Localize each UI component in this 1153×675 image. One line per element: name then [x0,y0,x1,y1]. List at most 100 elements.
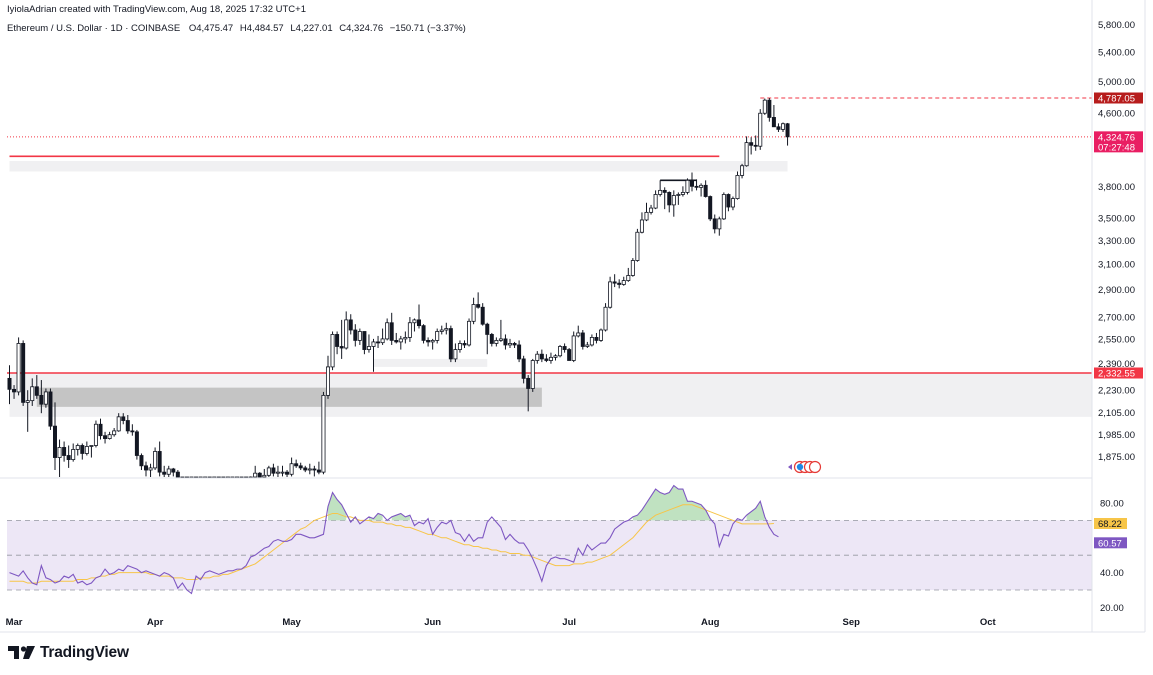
candle-body[interactable] [57,447,62,458]
candle-body[interactable] [380,338,385,344]
candle-body[interactable] [280,471,285,474]
rsi-pane[interactable]: 80.00 40.00 20.00 68.22 60.57 [7,484,1127,614]
candle-body[interactable] [407,322,412,338]
candle-body[interactable] [266,467,271,476]
candle-body[interactable] [43,391,48,405]
candle-body[interactable] [544,358,549,361]
candle-body[interactable] [685,179,690,193]
candle-body[interactable] [84,446,89,454]
candle-body[interactable] [680,192,685,195]
candle-body[interactable] [667,192,672,206]
candle-body[interactable] [130,430,135,433]
candle-body[interactable] [690,179,695,187]
candle-body[interactable] [62,447,67,456]
candle-body[interactable] [271,467,276,474]
candle-body[interactable] [34,386,39,396]
candle-body[interactable] [453,349,458,360]
candle-body[interactable] [517,344,522,360]
candle-body[interactable] [39,394,44,405]
candle-body[interactable] [80,445,85,454]
candle-body[interactable] [157,451,162,473]
candle-body[interactable] [735,175,740,199]
candle-body[interactable] [103,435,108,439]
candle-body[interactable] [630,260,635,276]
candle-body[interactable] [562,346,567,350]
rsi-line[interactable] [9,484,779,595]
candle-body[interactable] [312,468,317,471]
candle-body[interactable] [708,196,713,220]
candle-body[interactable] [430,340,435,343]
candle-body[interactable] [762,99,767,114]
candle-body[interactable] [507,343,512,346]
candle-body[interactable] [617,282,622,285]
candle-body[interactable] [730,198,735,208]
candle-body[interactable] [503,338,508,346]
candle-body[interactable] [257,472,262,478]
events-marker[interactable] [788,460,822,474]
candle-body[interactable] [416,319,421,327]
candle-body[interactable] [785,123,790,138]
candle-body[interactable] [125,420,130,432]
candle-body[interactable] [758,112,763,147]
candle-body[interactable] [644,211,649,221]
candle-body[interactable] [330,334,335,368]
candles-layer[interactable] [7,98,790,479]
candle-body[interactable] [448,328,453,360]
candle-body[interactable] [116,416,121,432]
candle-body[interactable] [749,142,754,146]
candle-body[interactable] [494,340,499,344]
candle-body[interactable] [285,471,290,475]
candle-body[interactable] [471,304,476,322]
candle-body[interactable] [7,377,12,390]
candle-body[interactable] [662,189,667,193]
candle-body[interactable] [371,341,376,347]
candle-body[interactable] [635,231,640,261]
candle-body[interactable] [53,425,58,458]
candle-body[interactable] [289,463,294,475]
candle-body[interactable] [21,343,26,403]
candle-body[interactable] [767,99,772,118]
candle-body[interactable] [275,471,280,474]
candle-body[interactable] [325,366,330,396]
candle-body[interactable] [303,467,308,471]
candle-body[interactable] [121,416,126,421]
candle-body[interactable] [612,281,617,284]
candle-body[interactable] [339,346,344,349]
candle-body[interactable] [75,445,80,450]
candle-body[interactable] [89,445,94,447]
candle-body[interactable] [489,334,494,344]
candle-body[interactable] [671,195,676,206]
candle-body[interactable] [535,353,540,361]
candle-body[interactable] [444,328,449,331]
candle-body[interactable] [30,386,35,402]
candle-body[interactable] [71,449,76,460]
candle-body[interactable] [558,346,563,357]
candle-body[interactable] [439,329,444,332]
candle-body[interactable] [344,319,349,349]
candle-body[interactable] [25,400,30,403]
candle-body[interactable] [353,329,358,341]
candle-body[interactable] [398,338,403,343]
candle-body[interactable] [512,343,517,346]
candle-body[interactable] [539,353,544,360]
candle-body[interactable] [376,341,381,344]
candle-body[interactable] [721,194,726,220]
candle-body[interactable] [548,356,553,361]
candle-body[interactable] [134,431,139,456]
candle-body[interactable] [426,340,431,343]
candle-body[interactable] [262,474,267,478]
candle-body[interactable] [753,144,758,147]
candle-body[interactable] [112,430,117,436]
candle-body[interactable] [348,319,353,331]
candle-body[interactable] [485,323,490,335]
candle-body[interactable] [462,343,467,346]
candle-body[interactable] [567,349,572,361]
candle-body[interactable] [162,471,167,475]
candle-body[interactable] [175,471,180,478]
candle-body[interactable] [594,337,599,341]
candle-body[interactable] [93,423,98,446]
candle-body[interactable] [639,219,644,233]
event-flag-icon[interactable] [808,460,822,474]
candle-body[interactable] [143,465,148,471]
